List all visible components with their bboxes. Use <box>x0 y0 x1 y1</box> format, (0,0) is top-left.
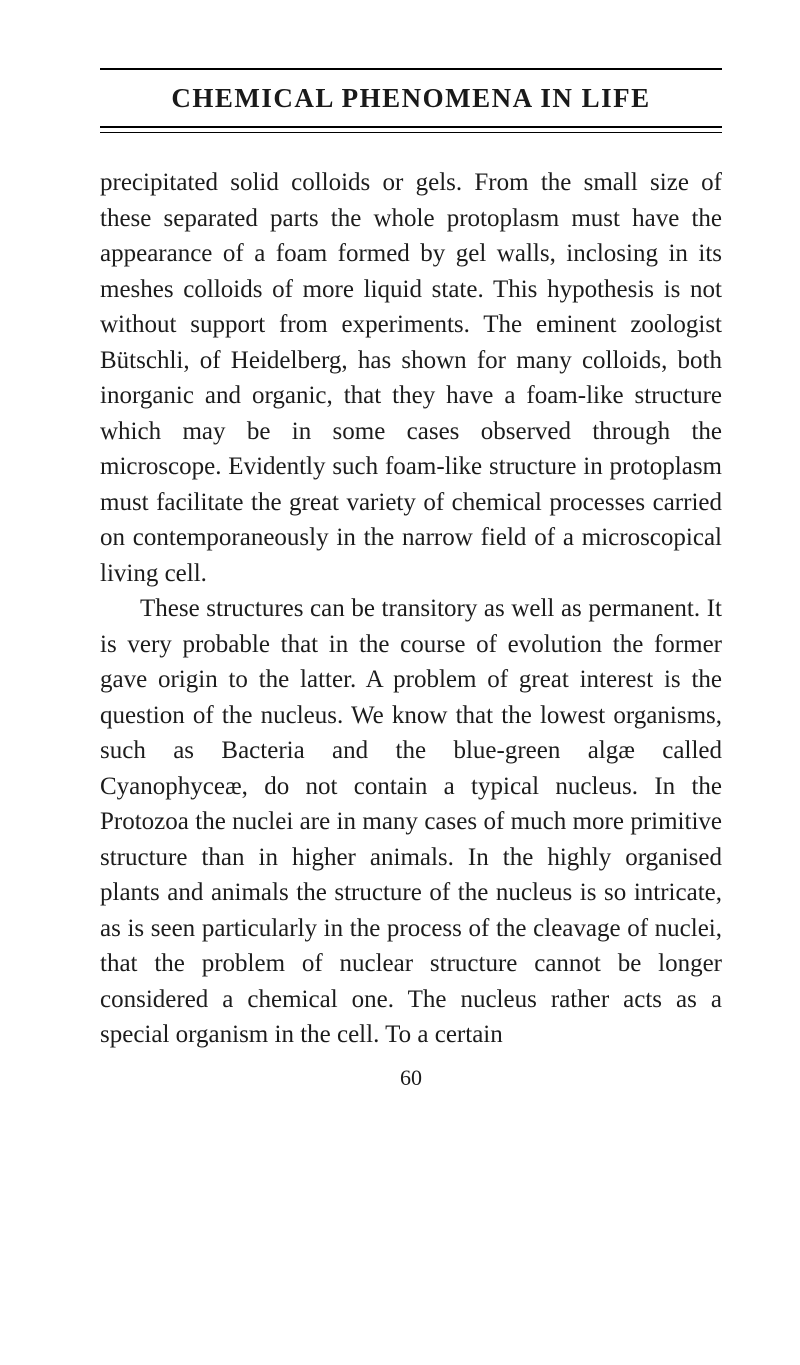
paragraph-2: These structures can be transitory as we… <box>100 591 722 1053</box>
chapter-title: CHEMICAL PHENOMENA IN LIFE <box>171 83 650 114</box>
header-rule-under <box>100 132 722 133</box>
paragraph-1: precipitated solid colloids or gels. Fro… <box>100 165 722 591</box>
book-page: CHEMICAL PHENOMENA IN LIFE precipitated … <box>0 0 800 1365</box>
header-rule-box: CHEMICAL PHENOMENA IN LIFE <box>100 68 722 128</box>
body-text: precipitated solid colloids or gels. Fro… <box>100 165 722 1053</box>
page-number: 60 <box>100 1065 722 1091</box>
